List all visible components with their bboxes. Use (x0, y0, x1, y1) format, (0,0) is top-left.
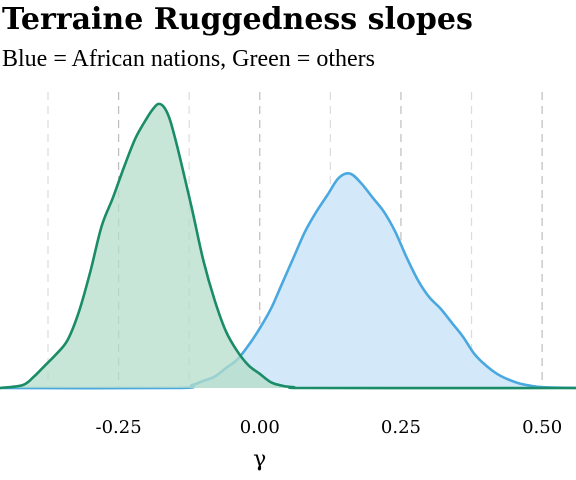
density-areas (0, 102, 576, 390)
x-tick-labels: -0.25 0.00 0.25 0.50 (96, 417, 563, 438)
x-tick-label-2: 0.25 (381, 417, 421, 438)
series-1-area (0, 173, 576, 389)
x-tick-label-0: -0.25 (96, 417, 142, 438)
series-0-line (0, 102, 576, 390)
series-0-area (0, 103, 576, 389)
chart-subtitle: Blue = African nations, Green = others (2, 46, 375, 72)
x-axis-label: γ (253, 447, 266, 472)
x-tick-label-3: 0.50 (522, 417, 562, 438)
chart-title: Terraine Ruggedness slopes (2, 2, 473, 37)
x-tick-label-1: 0.00 (240, 417, 280, 438)
